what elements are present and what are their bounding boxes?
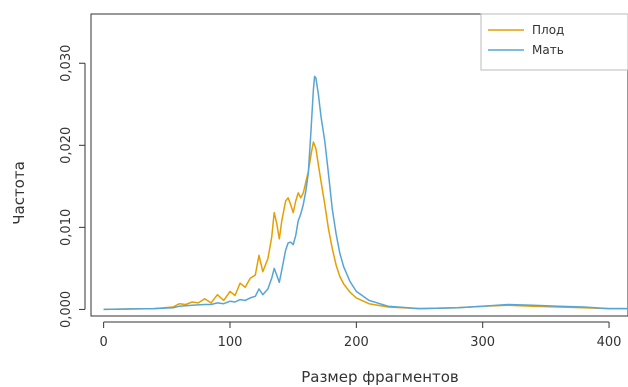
x-tick-label: 300 bbox=[470, 335, 495, 350]
y-axis-title: Частота bbox=[10, 161, 28, 225]
x-tick-label: 100 bbox=[218, 335, 243, 350]
x-axis: 0 100 200 300 400 bbox=[99, 321, 622, 350]
y-tick-label: 0,000 bbox=[59, 291, 74, 328]
y-tick-label: 0,020 bbox=[59, 127, 74, 164]
series-line-1 bbox=[103, 75, 628, 311]
x-tick-label: 200 bbox=[344, 335, 369, 350]
y-tick-label: 0,030 bbox=[59, 45, 74, 82]
series-layer bbox=[103, 75, 628, 311]
x-axis-title: Размер фрагментов bbox=[301, 368, 459, 386]
legend-label-fetus: Плод bbox=[532, 23, 564, 37]
y-tick-label: 0,010 bbox=[59, 209, 74, 246]
series-line-0 bbox=[103, 141, 628, 311]
x-tick-label: 0 bbox=[99, 335, 107, 350]
legend-label-mother: Мать bbox=[532, 43, 564, 57]
x-tick-label: 400 bbox=[597, 335, 622, 350]
legend-box bbox=[480, 13, 628, 71]
legend: Плод Мать bbox=[480, 13, 628, 71]
y-axis: 0,000 0,010 0,020 0,030 bbox=[59, 45, 86, 328]
